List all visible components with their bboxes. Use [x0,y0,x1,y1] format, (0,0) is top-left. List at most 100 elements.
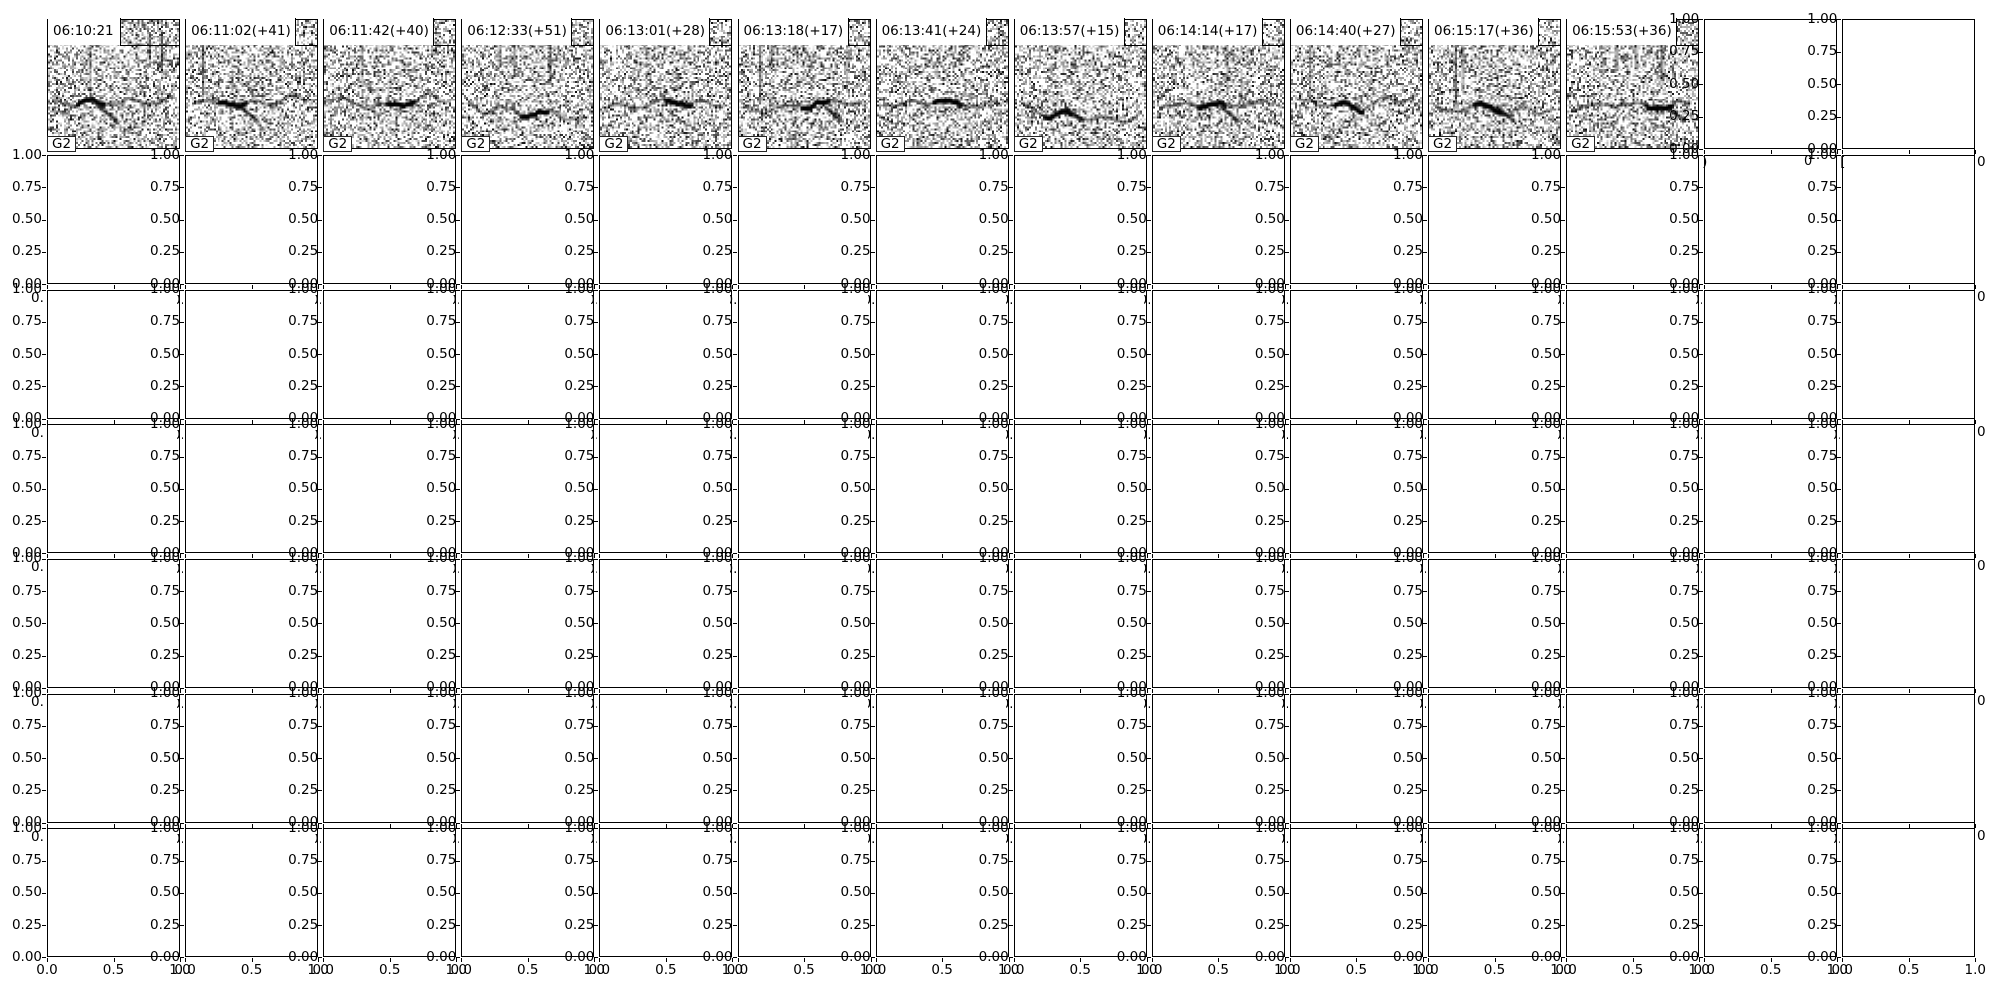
x-tick-mark [1632,419,1634,424]
y-tick-label: 0.75 [1254,852,1285,869]
y-tick-mark [870,155,875,156]
y-tick-label: 0.00 [426,948,457,965]
y-tick-mark [1561,521,1566,523]
y-tick-mark [1146,591,1151,593]
x-tick-mark [1704,958,1706,963]
x-tick-mark [1975,150,1977,154]
y-tick-mark [42,488,46,490]
y-tick-label: 0.00 [11,275,42,292]
y-tick-mark [594,957,599,959]
y-tick-mark [1008,456,1013,458]
y-tick-label: 0.25 [1807,647,1838,664]
y-tick-mark [456,822,461,824]
y-tick-mark [1423,693,1427,695]
y-tick-mark [732,925,737,927]
empty-plot [599,424,733,554]
x-tick-mark [47,285,48,289]
y-tick-label: 0.50 [426,614,457,631]
empty-plot [1151,828,1285,958]
y-tick-mark [1561,892,1566,894]
y-tick-mark [870,558,875,560]
y-tick-mark [1699,790,1704,792]
y-tick-label: 0.00 [702,275,733,292]
x-tick-mark [1566,285,1568,289]
y-tick-mark [180,289,185,291]
x-tick-mark [461,285,463,289]
y-tick-mark [1423,418,1427,420]
y-tick-mark [1146,623,1151,625]
y-tick-label: 1.00 [1807,415,1838,432]
empty-plot [185,558,319,688]
y-tick-label: 0.00 [1254,814,1285,831]
y-tick-mark [594,925,599,927]
y-tick-mark [456,219,461,221]
y-tick-label: 1.00 [1669,819,1700,836]
y-tick-mark [1561,655,1566,657]
y-tick-label: 0.00 [978,679,1009,696]
row-boundary-artifact: 0.0 [453,834,459,845]
y-tick-label: 0.75 [426,178,457,195]
y-tick-label: 0.50 [564,211,595,227]
y-tick-label: 1.00 [840,281,871,298]
y-tick-label: 0.75 [1669,178,1700,195]
y-tick-mark [180,591,185,593]
y-tick-label: 0.25 [1531,647,1562,664]
empty-plot [737,693,871,823]
y-tick-mark [870,655,875,657]
x-tick-mark [1561,285,1562,289]
y-tick-label: 0.00 [1531,275,1562,292]
x-tick-mark [732,688,734,693]
x-tick-label: 0.0 [588,962,611,978]
x-tick-mark [113,823,115,828]
title-box-edge-horizontal [1123,45,1146,46]
empty-plot [875,155,1009,284]
y-tick-label: 0.25 [1254,377,1285,394]
x-tick-mark [1422,285,1424,289]
x-tick-mark [461,419,463,424]
x-tick-mark [527,688,529,693]
x-tick-label: 0.5 [1069,962,1091,978]
panel-title: 06:14:40(+27) [1290,18,1400,45]
y-tick-label: 0.00 [1392,679,1423,696]
x-tick-mark [1908,419,1910,424]
x-tick-mark [1975,958,1977,963]
y-tick-mark [870,418,875,420]
y-tick-label: 0.75 [1669,582,1700,599]
y-tick-mark [318,251,323,253]
y-tick-mark [1837,149,1842,150]
x-tick-mark [1284,958,1286,963]
y-tick-label: 0.00 [978,275,1009,292]
y-tick-mark [180,558,185,560]
y-tick-label: 0.75 [1669,448,1700,465]
x-tick-mark [594,554,596,559]
y-tick-mark [1146,828,1151,830]
y-tick-mark [318,591,323,593]
y-tick-mark [1699,957,1704,959]
y-tick-mark [318,289,323,291]
y-tick-label: 0.00 [1254,275,1285,292]
y-tick-mark [180,725,185,727]
x-tick-mark [323,823,325,828]
panel-corner-label: G2 [461,136,491,152]
spectrogram-panel: 06:13:01(+28) G2 [599,18,733,152]
y-tick-label: 1.00 [702,146,733,163]
y-tick-label: 0.50 [288,211,319,227]
y-tick-mark [1561,155,1566,156]
empty-plot [1428,693,1561,823]
y-tick-label: 0.25 [150,781,181,798]
x-tick-mark [665,285,667,289]
y-tick-label: 1.00 [1531,819,1562,836]
y-tick-mark [1146,725,1151,727]
x-tick-mark [318,419,320,424]
x-tick-mark [1837,688,1839,693]
y-tick-label: 1.00 [150,146,181,163]
x-tick-mark [113,285,115,289]
y-tick-label: 0.50 [564,614,595,631]
y-tick-mark [1699,553,1704,555]
x-tick-mark [1008,688,1010,693]
row-boundary-artifact: 0.0 [453,430,459,441]
y-tick-mark [1284,251,1289,253]
x-tick-label: 0.0 [1831,962,1854,978]
y-tick-mark [1146,424,1151,426]
x-tick-mark [599,823,601,828]
